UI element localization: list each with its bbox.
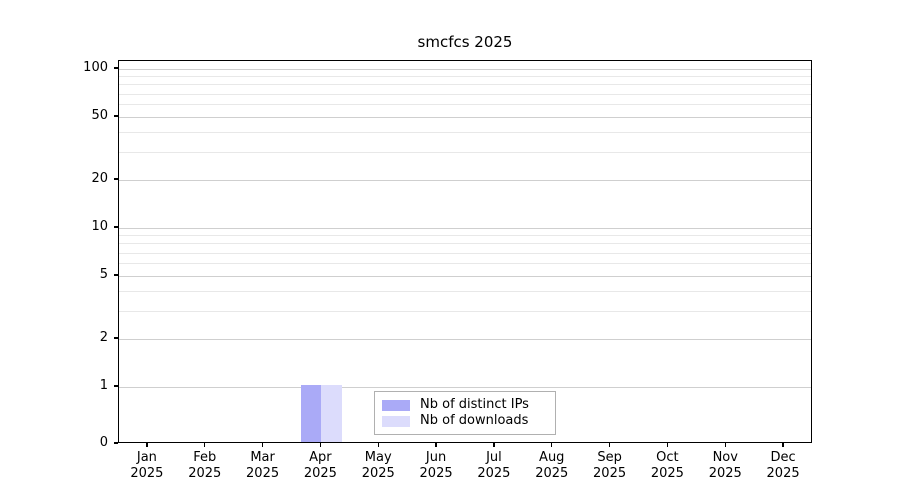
x-tick-year: 2025: [650, 466, 684, 481]
y-tick-label: 10: [91, 219, 108, 234]
x-tick-month: May: [364, 450, 392, 465]
x-tick-mark: [666, 443, 669, 447]
x-tick-year: 2025: [188, 466, 222, 481]
gridline-major: [119, 275, 811, 277]
x-tick-month: Mar: [250, 450, 275, 465]
x-tick-month: Jan: [136, 450, 157, 465]
x-tick-label: Jun 2025: [401, 450, 471, 482]
bar-nb-of-distinct-ips-apr-2025: [301, 385, 322, 442]
gridline-minor: [119, 235, 811, 237]
x-tick-year: 2025: [766, 466, 800, 481]
x-tick-mark: [493, 443, 495, 447]
x-tick-mark: [551, 443, 553, 447]
x-tick-year: 2025: [419, 466, 453, 481]
y-tick-mark: [114, 442, 118, 444]
x-tick-mark: [377, 443, 379, 447]
gridline-minor: [119, 243, 811, 245]
gridline-minor: [119, 76, 811, 78]
gridline-minor: [119, 311, 811, 313]
gridline-major: [119, 180, 811, 182]
x-tick-label: Aug 2025: [517, 450, 587, 482]
legend-label: Nb of downloads: [420, 413, 529, 428]
x-tick-month: Jun: [425, 450, 447, 465]
x-tick-mark: [146, 443, 148, 447]
gridline-major: [119, 228, 811, 229]
gridline-major: [119, 387, 811, 388]
gridline-major: [119, 116, 811, 118]
legend-swatch-icon: [382, 415, 410, 427]
x-tick-mark: [435, 443, 437, 447]
y-tick-mark: [114, 178, 118, 180]
x-tick-label: Oct 2025: [632, 450, 702, 482]
gridline-minor: [119, 152, 811, 154]
legend-swatch-icon: [382, 399, 410, 411]
x-tick-month: Sep: [597, 450, 622, 465]
x-tick-label: Jan 2025: [112, 450, 182, 482]
gridline-minor: [119, 291, 811, 293]
legend-item[interactable]: Nb of downloads: [382, 413, 548, 429]
x-tick-mark: [204, 443, 206, 447]
x-tick-month: Aug: [539, 450, 565, 465]
x-tick-label: Mar 2025: [228, 450, 298, 482]
x-tick-month: Jul: [486, 450, 502, 465]
x-tick-year: 2025: [593, 466, 627, 481]
y-tick-mark: [114, 226, 118, 228]
plot-area: [118, 60, 812, 443]
x-tick-month: Apr: [309, 450, 332, 465]
x-tick-year: 2025: [477, 466, 511, 481]
chart-legend: Nb of distinct IPs Nb of downloads: [374, 391, 556, 435]
x-tick-label: Jul 2025: [459, 450, 529, 482]
y-tick-mark: [114, 337, 118, 339]
x-tick-year: 2025: [303, 466, 337, 481]
y-tick-label: 5: [99, 266, 108, 282]
x-tick-month: Feb: [193, 450, 217, 465]
gridline-minor: [119, 252, 811, 254]
gridline-minor: [119, 84, 811, 86]
x-tick-mark: [261, 443, 264, 447]
page-title: smcfcs 2025: [417, 33, 513, 51]
gridline-minor: [119, 132, 811, 134]
x-tick-mark: [608, 443, 611, 447]
x-tick-label: Dec 2025: [748, 450, 818, 482]
bar-nb-of-downloads-apr-2025: [321, 385, 342, 442]
gridline-minor: [119, 104, 811, 106]
y-tick-label: 1: [99, 378, 108, 393]
x-tick-label: Sep 2025: [575, 450, 645, 482]
x-tick-label: Nov 2025: [690, 450, 760, 482]
y-tick-label: 50: [91, 107, 108, 123]
y-tick-label: 0: [99, 435, 108, 450]
gridline-major: [119, 339, 811, 341]
x-tick-year: 2025: [130, 466, 164, 481]
x-tick-mark: [319, 443, 322, 447]
x-tick-label: Feb 2025: [170, 450, 240, 482]
legend-item[interactable]: Nb of distinct IPs: [382, 397, 548, 413]
x-tick-month: Oct: [656, 450, 679, 465]
x-tick-year: 2025: [708, 466, 742, 481]
x-tick-year: 2025: [246, 466, 280, 481]
x-tick-mark: [724, 443, 726, 447]
y-tick-label: 20: [91, 171, 108, 187]
x-tick-label: Apr 2025: [285, 450, 355, 482]
x-tick-month: Nov: [712, 450, 738, 465]
x-tick-year: 2025: [361, 466, 395, 481]
gridline-major: [119, 69, 811, 70]
x-tick-month: Dec: [770, 450, 796, 465]
x-tick-mark: [782, 443, 784, 447]
y-tick-mark: [114, 67, 118, 69]
gridline-minor: [119, 93, 811, 95]
legend-label: Nb of distinct IPs: [420, 397, 529, 412]
y-tick-mark: [114, 115, 118, 117]
y-tick-label: 100: [83, 60, 108, 75]
y-tick-mark: [114, 385, 118, 387]
gridline-minor: [119, 263, 811, 265]
y-tick-mark: [114, 274, 118, 276]
x-tick-label: May 2025: [343, 450, 413, 482]
x-tick-year: 2025: [535, 466, 569, 481]
y-tick-label: 2: [99, 330, 108, 346]
